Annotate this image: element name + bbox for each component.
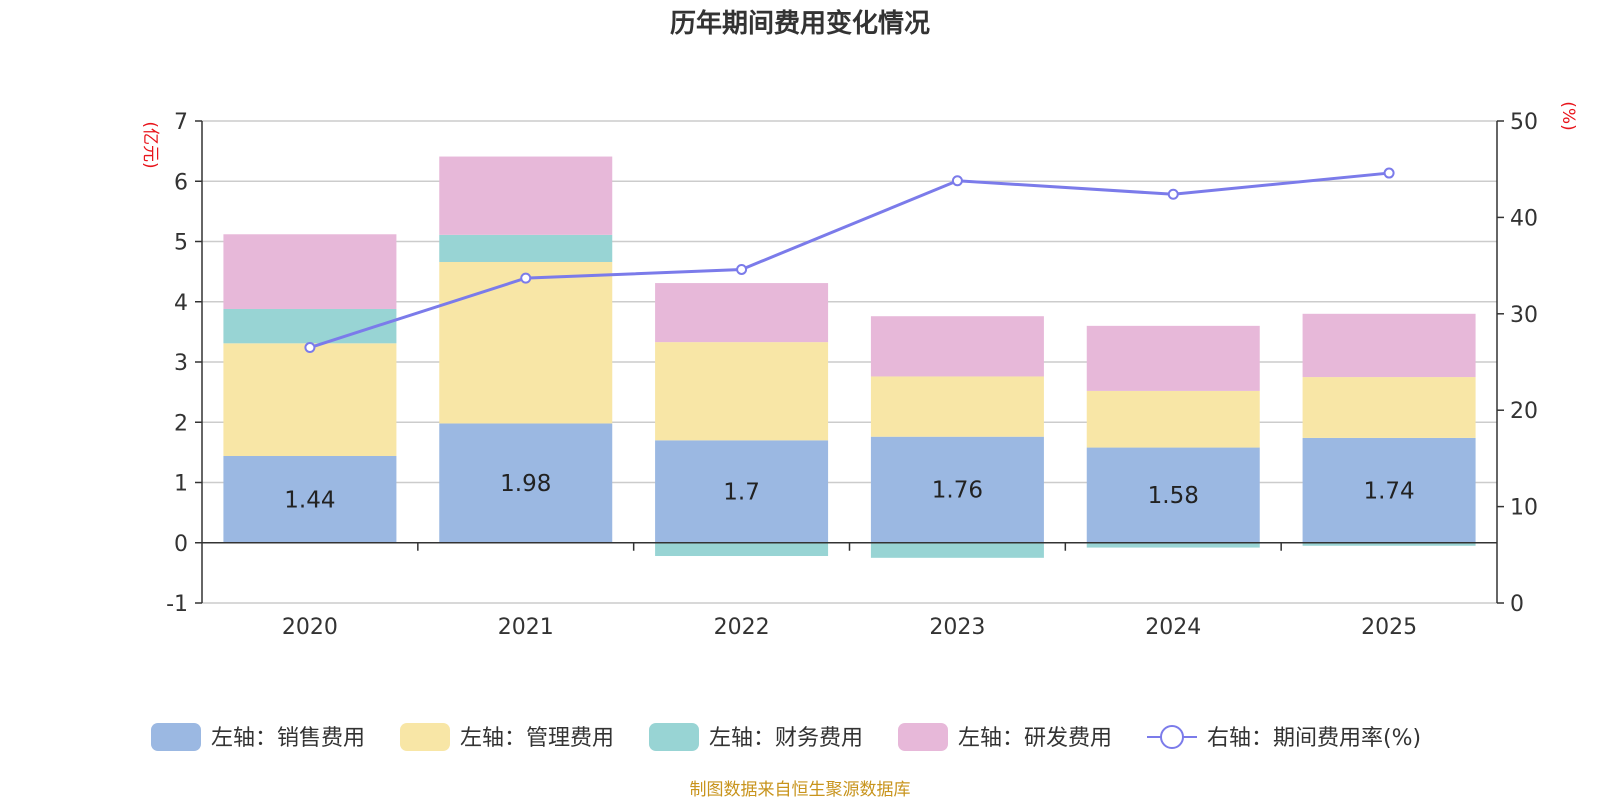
rate-point: [520, 272, 532, 284]
chart-title: 历年期间费用变化情况: [670, 8, 930, 39]
right-tick-label: 50: [1510, 110, 1538, 135]
rate-point: [951, 175, 963, 187]
legend-swatch-icon: [400, 723, 450, 751]
rate-point: [1167, 188, 1179, 200]
legend: 左轴：销售费用 左轴：管理费用 左轴：财务费用 左轴：研发费用 右轴：期间费用率(%): [151, 723, 1421, 751]
category-label: 2023: [929, 615, 985, 640]
category-label: 2021: [498, 615, 554, 640]
legend-item[interactable]: 右轴：期间费用率(%): [1147, 725, 1421, 751]
bar-segment-s2-2022: [655, 542, 829, 557]
right-tick-label: 20: [1510, 399, 1538, 424]
bar-segment-s0-2022: [655, 440, 829, 543]
left-tick-label: -1: [166, 592, 188, 617]
legend-label: 左轴：管理费用: [460, 726, 614, 751]
rate-line: [304, 167, 1395, 354]
category-label: 2020: [282, 615, 338, 640]
rate-point: [304, 342, 316, 354]
bar-series: [223, 156, 1476, 558]
bar-segment-s3-2021: [439, 156, 613, 235]
bar-value-label: 1.7: [723, 480, 760, 506]
bar-segment-s0-2024: [1086, 447, 1260, 543]
legend-swatch-icon: [898, 723, 948, 751]
legend-swatch-icon: [151, 723, 201, 751]
category-label: 2025: [1361, 615, 1417, 640]
category-label: 2022: [714, 615, 770, 640]
bar-segment-s2-2023: [870, 542, 1044, 558]
bar-segment-s1-2023: [870, 376, 1044, 437]
axes: -1 0 1 2 3 4 5 6 7 0 10 20 30 40 50 2020 2021 2022 2023 202…: [166, 110, 1538, 640]
rate-point: [1383, 167, 1395, 179]
left-tick-label: 1: [174, 472, 188, 497]
legend-item[interactable]: 左轴：管理费用: [400, 723, 614, 751]
left-tick-label: 3: [174, 351, 188, 376]
bar-segment-s2-2021: [439, 234, 613, 262]
bar-value-label: 1.44: [284, 487, 335, 513]
left-tick-label: 5: [174, 231, 188, 256]
bar-segment-s1-2022: [655, 342, 829, 441]
bar-segment-s3-2022: [655, 283, 829, 343]
bar-segment-s2-2024: [1086, 542, 1260, 548]
bar-segment-s3-2023: [870, 316, 1044, 377]
bar-labels: 1.44 1.98 1.7 1.76 1.58 1.74: [284, 471, 1414, 513]
bar-value-label: 1.74: [1363, 478, 1414, 504]
bar-segment-s2-2025: [1302, 542, 1476, 546]
rate-point: [736, 263, 748, 275]
legend-item[interactable]: 左轴：研发费用: [898, 723, 1112, 751]
category-label: 2024: [1145, 615, 1201, 640]
bar-segment-s0-2023: [870, 436, 1044, 543]
bar-segment-s3-2025: [1302, 313, 1476, 378]
bar-segment-s2-2020: [223, 308, 397, 344]
bar-value-label: 1.58: [1148, 483, 1199, 509]
legend-swatch-icon: [649, 723, 699, 751]
bar-segment-s1-2025: [1302, 377, 1476, 438]
bar-segment-s0-2020: [223, 455, 397, 543]
bar-segment-s0-2025: [1302, 437, 1476, 543]
rate-polyline: [309, 171, 1390, 349]
right-tick-label: 0: [1510, 592, 1524, 617]
legend-label: 右轴：期间费用率(%): [1207, 726, 1421, 751]
right-tick-label: 30: [1510, 303, 1538, 328]
left-tick-label: 7: [174, 110, 188, 135]
left-tick-label: 4: [174, 291, 188, 316]
legend-label: 左轴：研发费用: [958, 726, 1112, 751]
bar-segment-s0-2021: [439, 423, 613, 543]
grid-lines: [202, 120, 1497, 604]
bar-value-label: 1.76: [932, 478, 983, 504]
left-tick-label: 2: [174, 411, 188, 436]
legend-label: 左轴：财务费用: [709, 726, 863, 751]
bar-segment-s1-2020: [223, 343, 397, 456]
legend-item[interactable]: 左轴：财务费用: [649, 723, 863, 751]
bar-segment-s1-2024: [1086, 390, 1260, 448]
bar-segment-s1-2021: [439, 261, 613, 424]
legend-label: 左轴：销售费用: [211, 726, 365, 751]
right-axis-unit: (%): [1558, 101, 1578, 130]
left-tick-label: 0: [174, 532, 188, 557]
source-note: 制图数据来自恒生聚源数据库: [690, 780, 911, 800]
left-tick-label: 6: [174, 170, 188, 195]
legend-item[interactable]: 左轴：销售费用: [151, 723, 365, 751]
left-axis-unit: (亿元): [140, 121, 160, 168]
bar-value-label: 1.98: [500, 471, 551, 497]
right-tick-label: 40: [1510, 206, 1538, 231]
bar-segment-s3-2024: [1086, 325, 1260, 391]
legend-marker-icon: [1160, 725, 1184, 749]
right-tick-label: 10: [1510, 496, 1538, 521]
bar-segment-s3-2020: [223, 234, 397, 309]
